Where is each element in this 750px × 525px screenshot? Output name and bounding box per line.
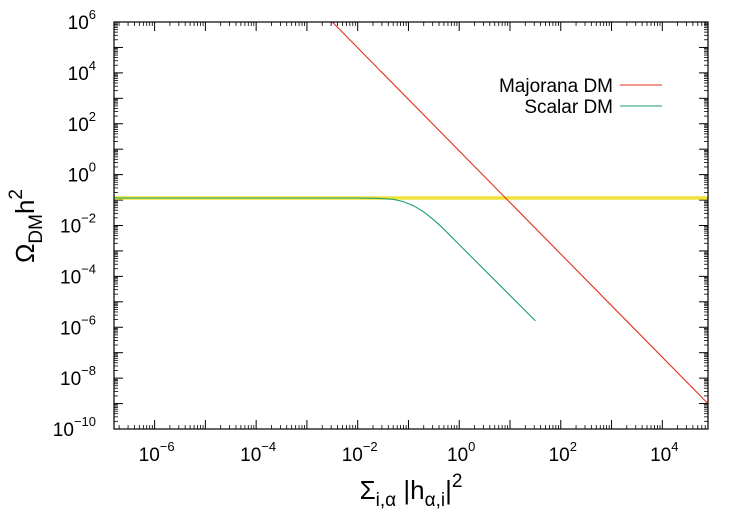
- series-line-majorana: [331, 22, 708, 404]
- x-tick-label: 104: [650, 439, 678, 466]
- x-tick-label: 10−4: [240, 439, 276, 466]
- x-tick-label: 100: [447, 439, 475, 466]
- series-layer: [114, 22, 708, 404]
- ticks-layer: [114, 21, 708, 430]
- labels-layer: 10−10 10−8 10−6 10−4 10−2 100 102 104 106 10−6 10−…: [53, 7, 679, 466]
- y-tick-label: 10−4: [60, 261, 96, 288]
- y-tick-label: 100: [68, 160, 96, 187]
- y-tick-label: 10−10: [53, 414, 96, 441]
- y-tick-label: 104: [68, 58, 96, 85]
- series-line-scalar: [114, 197, 536, 322]
- y-tick-label: 102: [68, 109, 96, 136]
- x-tick-label: 10−6: [139, 439, 175, 466]
- y-tick-label: 10−8: [60, 363, 96, 390]
- y-tick-label: 10−6: [60, 312, 96, 339]
- y-axis-label: ΩDMh2: [6, 189, 47, 263]
- legend-label-scalar: Scalar DM: [524, 97, 613, 118]
- legend: Majorana DM Scalar DM: [499, 76, 662, 118]
- plot-frame: [113, 21, 709, 430]
- legend-label-majorana: Majorana DM: [499, 76, 613, 97]
- x-tick-label: 10−2: [342, 439, 378, 466]
- y-tick-label: 106: [68, 7, 96, 34]
- x-tick-label: 102: [549, 439, 577, 466]
- x-axis-label: Σi,α |hα,i|2: [360, 471, 463, 511]
- y-tick-label: 10−2: [60, 211, 96, 238]
